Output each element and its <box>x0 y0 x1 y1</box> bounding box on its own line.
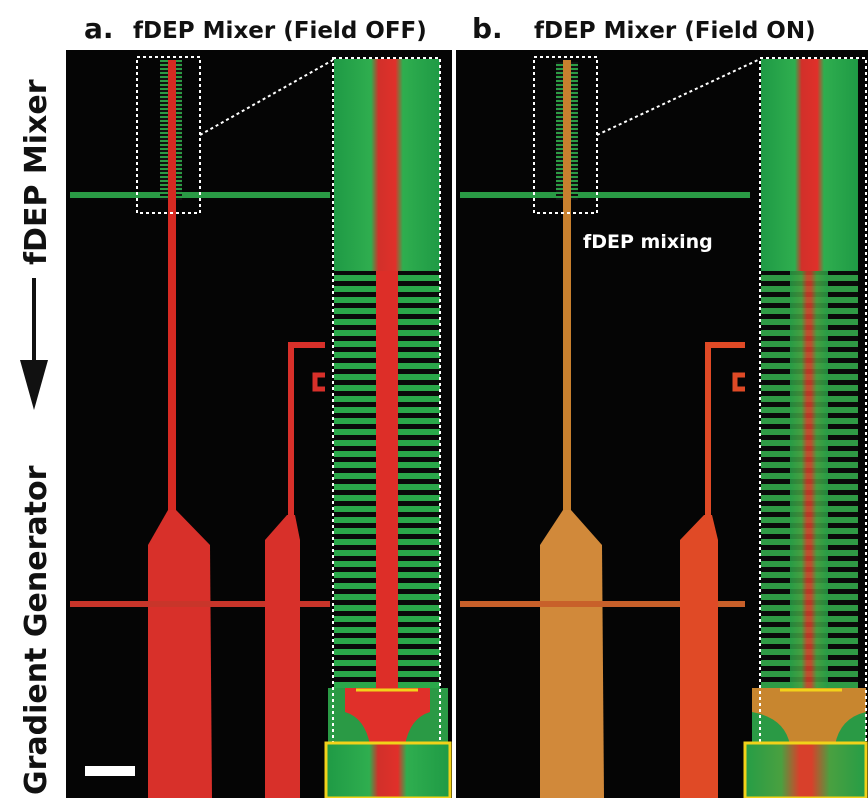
annotation: fDEP mixing <box>583 231 713 253</box>
channel-wide <box>148 510 212 798</box>
panel-b: fDEP mixing <box>456 50 868 798</box>
panel-title: fDEP Mixer (Field OFF) <box>133 18 427 44</box>
channel <box>563 60 571 515</box>
inset-yellow <box>745 743 866 798</box>
panel-letter: a. <box>84 12 114 45</box>
page: fDEP Mixer Gradient Generator a. fDEP Mi… <box>0 0 868 798</box>
inset <box>761 59 858 271</box>
panel-letter: b. <box>472 12 503 45</box>
channel-wide <box>680 515 718 798</box>
inset-core <box>376 271 398 691</box>
inset <box>334 59 440 271</box>
scale-bar <box>85 766 135 776</box>
channel-wide <box>540 510 604 798</box>
figure: fDEP Mixer Gradient Generator a. fDEP Mi… <box>0 0 868 798</box>
channel <box>460 192 750 198</box>
side-label-top: fDEP Mixer <box>19 79 54 265</box>
panel-title: fDEP Mixer (Field ON) <box>534 18 816 44</box>
arrow-head <box>20 360 48 410</box>
channel <box>168 60 176 515</box>
inset-yellow <box>326 743 450 798</box>
channel-wide <box>265 515 300 798</box>
panel-a <box>66 50 452 798</box>
side-label-bottom: Gradient Generator <box>19 465 54 795</box>
inset-core <box>790 271 828 691</box>
